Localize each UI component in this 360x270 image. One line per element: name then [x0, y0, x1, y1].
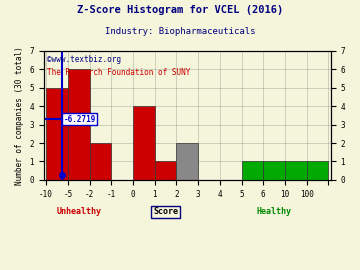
Bar: [46, 88, 68, 180]
Bar: [155, 161, 176, 180]
Text: Unhealthy: Unhealthy: [56, 207, 101, 217]
Bar: [133, 106, 155, 180]
Text: The Research Foundation of SUNY: The Research Foundation of SUNY: [47, 68, 190, 77]
Bar: [285, 161, 307, 180]
Bar: [242, 161, 263, 180]
Text: ©www.textbiz.org: ©www.textbiz.org: [47, 55, 121, 64]
Text: Z-Score Histogram for VCEL (2016): Z-Score Histogram for VCEL (2016): [77, 5, 283, 15]
Text: Healthy: Healthy: [257, 207, 292, 217]
Y-axis label: Number of companies (30 total): Number of companies (30 total): [15, 46, 24, 185]
Text: -6.2719: -6.2719: [63, 114, 96, 124]
Bar: [263, 161, 285, 180]
Bar: [90, 143, 111, 180]
Text: Industry: Biopharmaceuticals: Industry: Biopharmaceuticals: [105, 27, 255, 36]
Text: Score: Score: [153, 207, 178, 217]
Bar: [307, 161, 328, 180]
Bar: [176, 143, 198, 180]
Bar: [68, 69, 90, 180]
